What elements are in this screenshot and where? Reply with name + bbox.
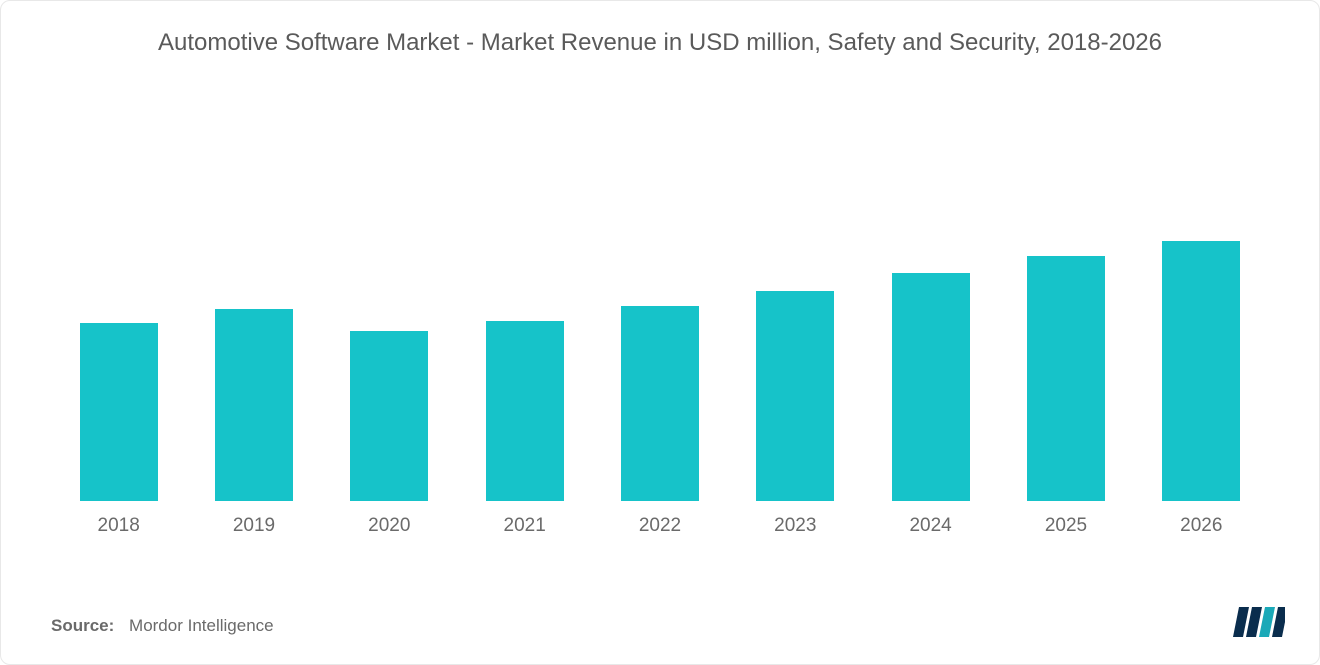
x-axis-label: 2019 bbox=[186, 515, 321, 537]
bar-slot bbox=[728, 291, 863, 501]
bar bbox=[756, 291, 834, 501]
bar bbox=[486, 321, 564, 501]
x-axis-label: 2025 bbox=[998, 515, 1133, 537]
x-axis-label: 2022 bbox=[592, 515, 727, 537]
chart-title: Automotive Software Market - Market Reve… bbox=[1, 1, 1319, 59]
mordor-logo-icon bbox=[1231, 604, 1285, 640]
bar bbox=[892, 273, 970, 501]
x-axis-label: 2023 bbox=[728, 515, 863, 537]
x-axis-label: 2026 bbox=[1134, 515, 1269, 537]
bar-slot bbox=[51, 323, 186, 501]
bar-slot bbox=[998, 256, 1133, 501]
bar bbox=[1027, 256, 1105, 501]
bar-slot bbox=[457, 321, 592, 501]
source-label: Source: bbox=[51, 616, 114, 635]
x-axis-label: 2021 bbox=[457, 515, 592, 537]
bar bbox=[350, 331, 428, 501]
bar-slot bbox=[863, 273, 998, 501]
bar bbox=[80, 323, 158, 501]
bar-slot bbox=[1134, 241, 1269, 501]
source-value: Mordor Intelligence bbox=[129, 616, 274, 635]
x-axis-labels: 201820192020202120222023202420252026 bbox=[41, 501, 1279, 537]
bar bbox=[621, 306, 699, 501]
bar-slot bbox=[186, 309, 321, 501]
bar bbox=[1162, 241, 1240, 501]
bar-slot bbox=[592, 306, 727, 501]
bars-group bbox=[41, 151, 1279, 501]
bar bbox=[215, 309, 293, 501]
source-footer: Source: Mordor Intelligence bbox=[51, 616, 274, 636]
bar-slot bbox=[322, 331, 457, 501]
chart-container: Automotive Software Market - Market Reve… bbox=[0, 0, 1320, 665]
x-axis-label: 2018 bbox=[51, 515, 186, 537]
plot-area: 201820192020202120222023202420252026 bbox=[41, 151, 1279, 521]
x-axis-label: 2024 bbox=[863, 515, 998, 537]
x-axis-label: 2020 bbox=[322, 515, 457, 537]
